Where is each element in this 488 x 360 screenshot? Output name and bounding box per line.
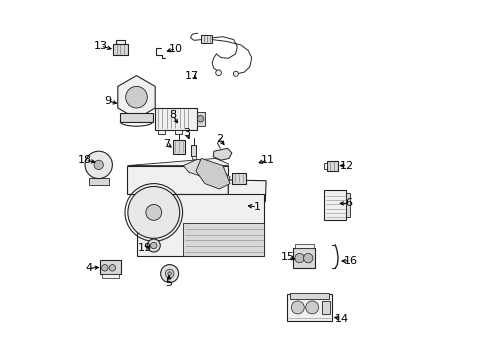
Bar bbox=[196, 112, 204, 126]
Circle shape bbox=[291, 301, 304, 314]
Circle shape bbox=[147, 239, 160, 252]
Polygon shape bbox=[228, 180, 265, 202]
Bar bbox=[201, 35, 212, 43]
Polygon shape bbox=[118, 76, 155, 119]
Bar bbox=[172, 140, 185, 154]
Text: 11: 11 bbox=[261, 155, 274, 165]
Bar bbox=[175, 130, 182, 134]
Circle shape bbox=[125, 86, 147, 108]
Text: 1: 1 bbox=[253, 202, 260, 212]
Bar bbox=[326, 161, 337, 171]
Polygon shape bbox=[120, 113, 152, 122]
Circle shape bbox=[145, 204, 162, 220]
Text: 4: 4 bbox=[85, 263, 92, 273]
Bar bbox=[289, 293, 329, 299]
Bar bbox=[231, 173, 246, 184]
Bar bbox=[346, 193, 349, 217]
Circle shape bbox=[303, 253, 312, 263]
Bar bbox=[286, 294, 331, 321]
Circle shape bbox=[94, 160, 103, 170]
Polygon shape bbox=[127, 158, 228, 166]
Polygon shape bbox=[196, 158, 230, 189]
Bar bbox=[324, 163, 326, 169]
Text: 17: 17 bbox=[185, 71, 199, 81]
Bar bbox=[324, 190, 346, 220]
Polygon shape bbox=[136, 194, 264, 256]
Bar bbox=[88, 178, 108, 185]
Circle shape bbox=[160, 265, 178, 283]
Bar bbox=[191, 145, 196, 156]
Circle shape bbox=[150, 242, 157, 249]
Text: 6: 6 bbox=[345, 198, 352, 208]
Circle shape bbox=[305, 301, 318, 314]
Text: 9: 9 bbox=[104, 96, 111, 106]
Circle shape bbox=[215, 70, 221, 76]
Circle shape bbox=[127, 186, 179, 238]
Text: 14: 14 bbox=[334, 314, 348, 324]
Circle shape bbox=[109, 265, 115, 271]
Circle shape bbox=[233, 71, 238, 76]
Text: 10: 10 bbox=[169, 44, 183, 54]
Bar bbox=[116, 40, 125, 44]
Circle shape bbox=[294, 253, 304, 263]
Circle shape bbox=[165, 269, 174, 278]
Bar bbox=[113, 44, 128, 55]
Text: 18: 18 bbox=[78, 155, 92, 165]
Circle shape bbox=[167, 272, 171, 275]
Text: 7: 7 bbox=[163, 139, 170, 149]
Polygon shape bbox=[183, 223, 264, 256]
Bar bbox=[294, 244, 313, 248]
Circle shape bbox=[85, 151, 112, 179]
Text: 15: 15 bbox=[280, 252, 294, 262]
Bar bbox=[102, 274, 119, 278]
Bar bbox=[100, 260, 121, 274]
Text: 13: 13 bbox=[93, 41, 107, 51]
Text: 5: 5 bbox=[165, 278, 172, 288]
Polygon shape bbox=[213, 148, 231, 160]
Polygon shape bbox=[127, 166, 228, 194]
Text: 8: 8 bbox=[168, 110, 176, 120]
Polygon shape bbox=[183, 159, 230, 184]
Text: 2: 2 bbox=[215, 134, 223, 144]
Text: 3: 3 bbox=[183, 128, 190, 138]
Circle shape bbox=[197, 116, 203, 122]
Bar bbox=[158, 130, 165, 134]
Text: 12: 12 bbox=[339, 161, 353, 171]
Circle shape bbox=[102, 265, 108, 271]
Text: 16: 16 bbox=[343, 256, 357, 266]
Bar bbox=[155, 108, 196, 130]
Bar bbox=[292, 248, 315, 268]
Text: 19: 19 bbox=[137, 243, 151, 253]
Bar bbox=[192, 156, 195, 159]
Bar bbox=[322, 301, 329, 314]
